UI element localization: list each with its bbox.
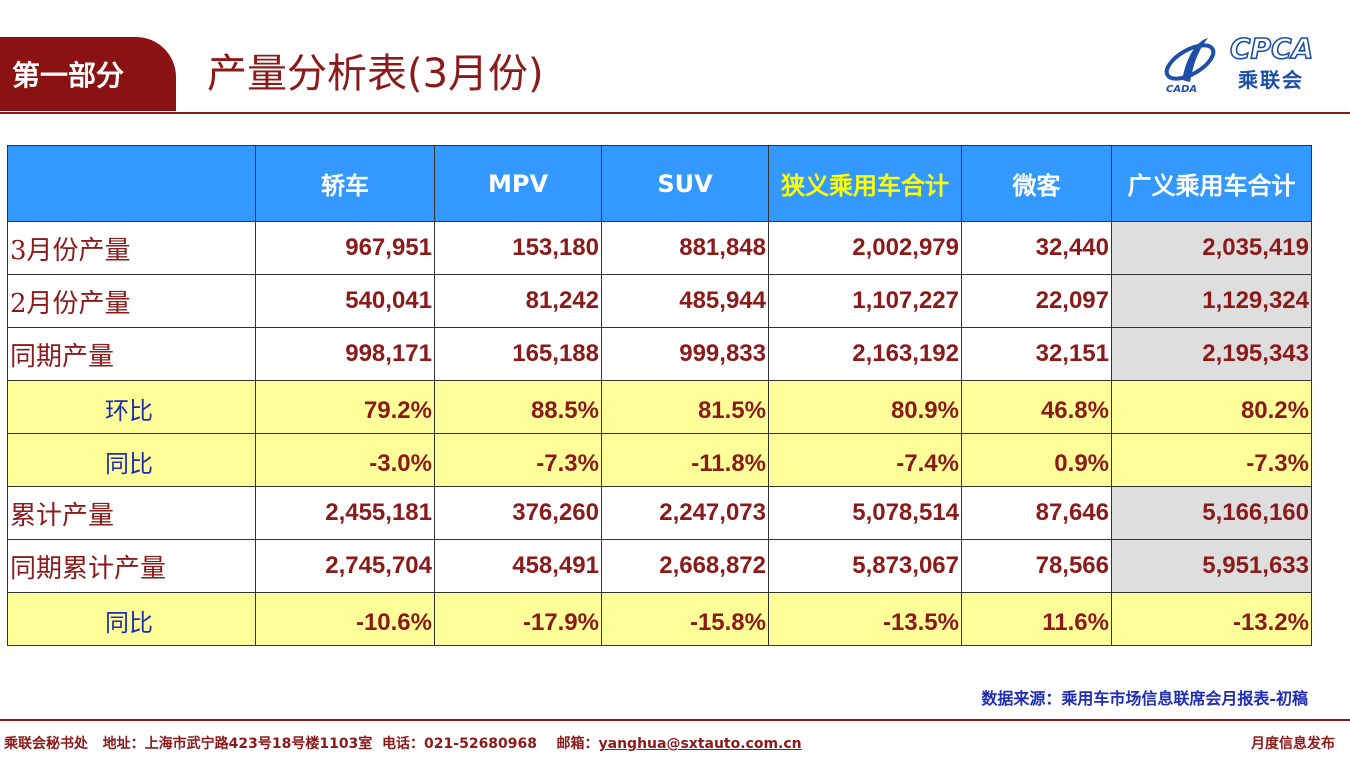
table-cell: 87,646: [961, 486, 1112, 540]
footer-address: 地址：上海市武宁路423号18号楼1103室: [102, 736, 373, 752]
table-header-row: 轿车 MPV SUV 狭义乘用车合计 微客 广义乘用车合计: [7, 145, 1312, 222]
row-label: 环比: [7, 380, 256, 434]
table-cell: -3.0%: [255, 433, 435, 487]
source-note: 数据来源：乘用车市场信息联席会月报表-初稿: [981, 689, 1308, 708]
table-cell: 2,668,872: [601, 539, 769, 593]
section-tab: 第一部分: [0, 37, 176, 111]
table-cell: 999,833: [601, 327, 769, 381]
production-table: 轿车 MPV SUV 狭义乘用车合计 微客 广义乘用车合计 3月份产量 967,…: [7, 145, 1312, 646]
column-header: SUV: [601, 145, 769, 222]
footer-release: 月度信息发布: [1251, 736, 1335, 752]
table-row: 同比 -10.6% -17.9% -15.8% -13.5% 11.6% -13…: [7, 592, 1312, 646]
table-cell: 0.9%: [961, 433, 1112, 487]
row-label: 同期累计产量: [7, 539, 256, 593]
table-cell: 376,260: [434, 486, 602, 540]
table-cell: 80.2%: [1111, 380, 1312, 434]
column-header: 轿车: [255, 145, 435, 222]
footer-email-link[interactable]: yanghua@sxtauto.com.cn: [598, 736, 802, 752]
table-row: 累计产量 2,455,181 376,260 2,247,073 5,078,5…: [7, 486, 1312, 540]
table-cell: 22,097: [961, 274, 1112, 328]
table-cell: 81.5%: [601, 380, 769, 434]
table-cell: 967,951: [255, 221, 435, 275]
logo-sub-text: CADA: [1166, 84, 1197, 94]
table-cell: 165,188: [434, 327, 602, 381]
table-row: 同期产量 998,171 165,188 999,833 2,163,192 3…: [7, 327, 1312, 381]
table-cell: -13.5%: [768, 592, 962, 646]
table-row: 3月份产量 967,951 153,180 881,848 2,002,979 …: [7, 221, 1312, 275]
table-row: 同比 -3.0% -7.3% -11.8% -7.4% 0.9% -7.3%: [7, 433, 1312, 487]
column-header: 微客: [961, 145, 1112, 222]
column-header: 广义乘用车合计: [1111, 145, 1312, 222]
cpca-logo: CADA CPCA 乘联会: [1160, 30, 1345, 94]
column-header: [7, 145, 256, 222]
table-cell: 80.9%: [768, 380, 962, 434]
column-header: MPV: [434, 145, 602, 222]
header-divider: [0, 112, 1350, 114]
page-title: 产量分析表(3月份): [207, 51, 544, 97]
footer-email-label: 邮箱：: [556, 736, 599, 752]
table-cell: 5,078,514: [768, 486, 962, 540]
footer-org: 乘联会秘书处: [4, 736, 88, 752]
table-cell: 998,171: [255, 327, 435, 381]
table-cell: 11.6%: [961, 592, 1112, 646]
table-cell: 2,163,192: [768, 327, 962, 381]
table-cell: -7.3%: [434, 433, 602, 487]
table-cell: 2,035,419: [1111, 221, 1312, 275]
table-cell: -7.4%: [768, 433, 962, 487]
table-cell: 78,566: [961, 539, 1112, 593]
table-cell: 540,041: [255, 274, 435, 328]
footer-contact: 乘联会秘书处 地址：上海市武宁路423号18号楼1103室 电话：021-526…: [4, 733, 802, 753]
table-cell: 1,107,227: [768, 274, 962, 328]
table-cell: -13.2%: [1111, 592, 1312, 646]
table-cell: 2,247,073: [601, 486, 769, 540]
table-cell: -7.3%: [1111, 433, 1312, 487]
table-cell: 2,455,181: [255, 486, 435, 540]
table-cell: 88.5%: [434, 380, 602, 434]
table-cell: 32,151: [961, 327, 1112, 381]
logo-wordmark-text: CPCA: [1230, 32, 1313, 62]
row-label: 同比: [7, 433, 256, 487]
footer-divider: [0, 719, 1350, 721]
table-cell: 2,195,343: [1111, 327, 1312, 381]
table-cell: 81,242: [434, 274, 602, 328]
row-label: 同比: [7, 592, 256, 646]
table-cell: 79.2%: [255, 380, 435, 434]
table-cell: 881,848: [601, 221, 769, 275]
section-tab-label: 第一部分: [12, 59, 125, 92]
cpca-wordmark: CPCA: [1229, 32, 1314, 62]
cpca-emblem-icon: CADA: [1164, 38, 1216, 94]
row-label: 3月份产量: [7, 221, 256, 275]
row-label: 累计产量: [7, 486, 256, 540]
table-row: 同期累计产量 2,745,704 458,491 2,668,872 5,873…: [7, 539, 1312, 593]
table-cell: -17.9%: [434, 592, 602, 646]
row-label: 2月份产量: [7, 274, 256, 328]
row-label: 同期产量: [7, 327, 256, 381]
table-cell: 5,166,160: [1111, 486, 1312, 540]
column-header: 狭义乘用车合计: [768, 145, 962, 222]
footer-phone: 电话：021-52680968: [382, 736, 538, 752]
table-cell: 32,440: [961, 221, 1112, 275]
table-cell: 5,873,067: [768, 539, 962, 593]
table-cell: 5,951,633: [1111, 539, 1312, 593]
table-cell: 2,745,704: [255, 539, 435, 593]
logo-cn-text: 乘联会: [1238, 68, 1304, 92]
table-row: 2月份产量 540,041 81,242 485,944 1,107,227 2…: [7, 274, 1312, 328]
table-row: 环比 79.2% 88.5% 81.5% 80.9% 46.8% 80.2%: [7, 380, 1312, 434]
table-cell: 46.8%: [961, 380, 1112, 434]
table-cell: -10.6%: [255, 592, 435, 646]
table-cell: 458,491: [434, 539, 602, 593]
table-cell: -11.8%: [601, 433, 769, 487]
table-cell: 1,129,324: [1111, 274, 1312, 328]
table-cell: 2,002,979: [768, 221, 962, 275]
table-cell: 153,180: [434, 221, 602, 275]
table-cell: -15.8%: [601, 592, 769, 646]
table-cell: 485,944: [601, 274, 769, 328]
